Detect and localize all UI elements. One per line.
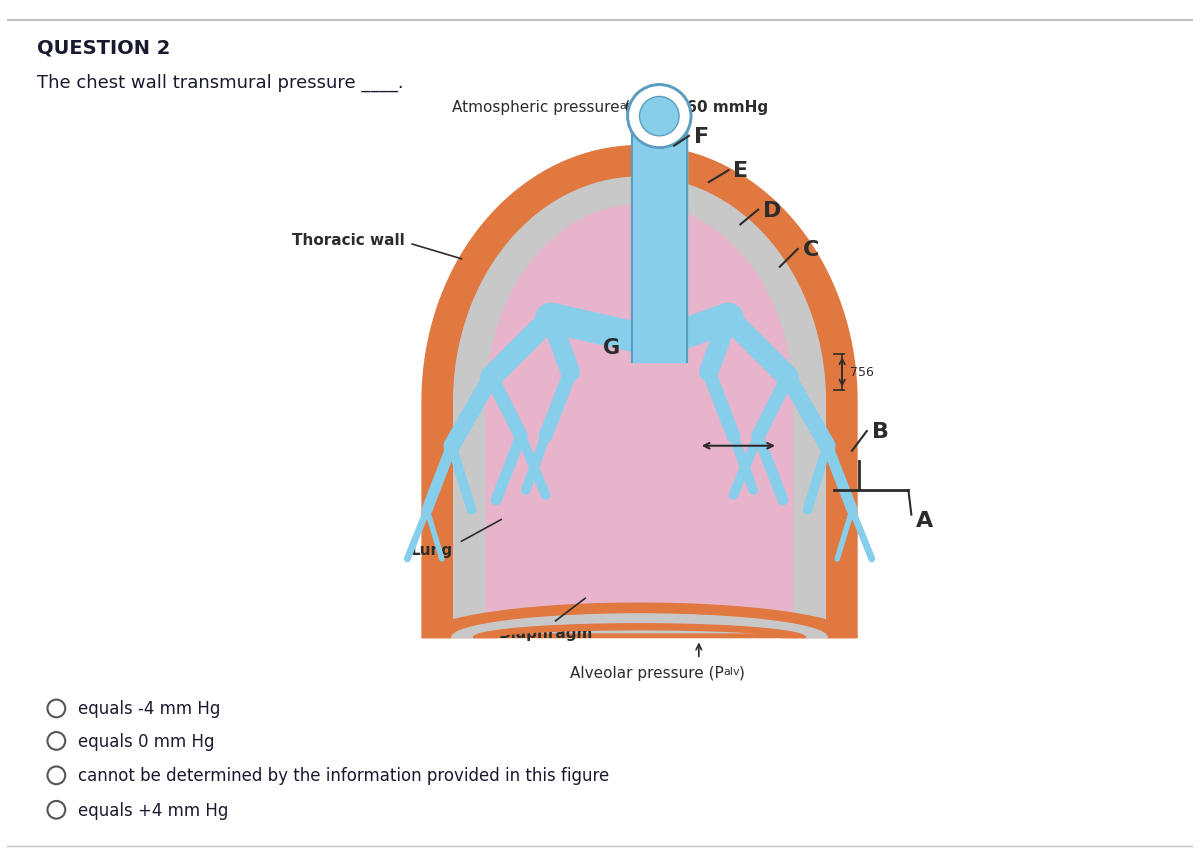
Text: equals +4 mm Hg: equals +4 mm Hg [78, 801, 228, 819]
Circle shape [640, 97, 679, 137]
Polygon shape [486, 206, 793, 623]
Text: ): ) [738, 665, 744, 679]
Text: )   = 760 mmHg: ) = 760 mmHg [635, 100, 768, 115]
Polygon shape [451, 614, 827, 638]
Text: equals -4 mm Hg: equals -4 mm Hg [78, 700, 221, 717]
Text: cannot be determined by the information provided in this figure: cannot be determined by the information … [78, 766, 610, 784]
Polygon shape [516, 233, 763, 616]
Text: 760: 760 [719, 425, 743, 438]
Text: C: C [803, 239, 820, 260]
Circle shape [628, 85, 691, 148]
Text: QUESTION 2: QUESTION 2 [36, 39, 170, 58]
Polygon shape [474, 624, 805, 638]
Text: 756: 756 [850, 366, 874, 379]
Circle shape [640, 97, 679, 137]
Polygon shape [422, 146, 857, 638]
Text: D: D [763, 201, 781, 220]
Text: G: G [604, 338, 620, 358]
Text: Diaphragm: Diaphragm [498, 625, 593, 641]
Polygon shape [422, 604, 857, 638]
Text: equals 0 mm Hg: equals 0 mm Hg [78, 732, 215, 750]
Text: Lung: Lung [410, 542, 454, 557]
Polygon shape [631, 132, 686, 343]
Polygon shape [631, 132, 686, 362]
Text: alv: alv [724, 666, 740, 676]
Text: B: B [872, 422, 889, 442]
Text: E: E [733, 161, 749, 181]
Text: atm: atm [619, 101, 642, 111]
Polygon shape [454, 178, 826, 633]
Text: F: F [694, 127, 709, 146]
Text: Thoracic wall: Thoracic wall [292, 232, 404, 247]
Text: The chest wall transmural pressure ____.: The chest wall transmural pressure ____. [36, 73, 403, 92]
Text: Alveolar pressure (P: Alveolar pressure (P [570, 665, 724, 679]
Text: Atmospheric pressure (P: Atmospheric pressure (P [451, 100, 640, 115]
Circle shape [628, 85, 691, 148]
Polygon shape [521, 237, 758, 618]
Text: A: A [917, 510, 934, 530]
